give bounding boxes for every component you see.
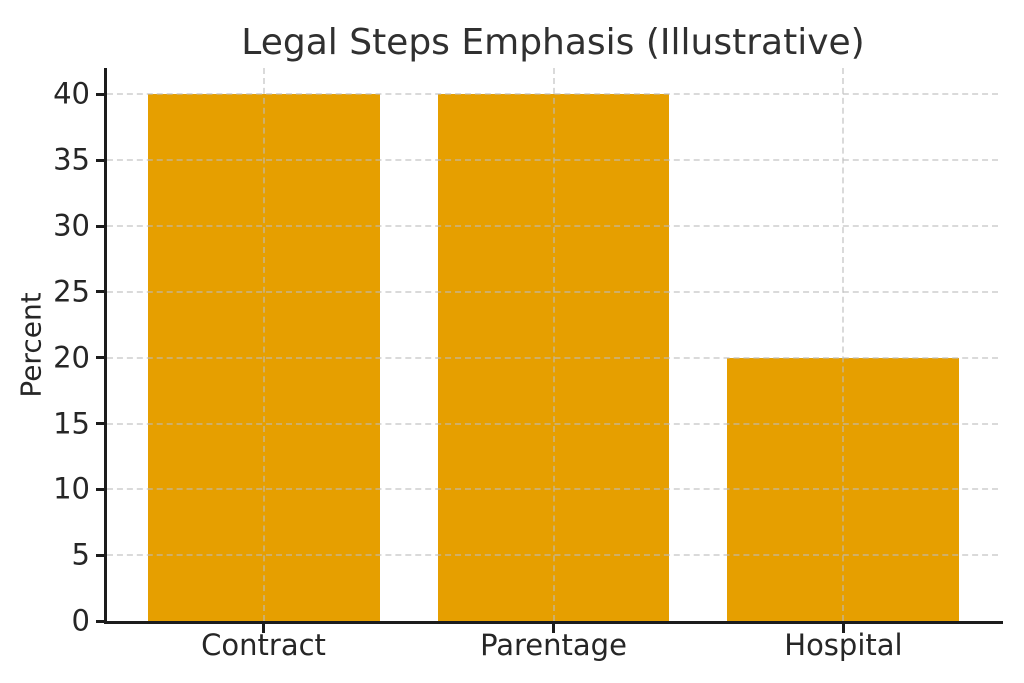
y-tick-label: 40 — [53, 76, 90, 111]
chart-title: Legal Steps Emphasis (Illustrative) — [241, 22, 865, 63]
y-tick-label: 35 — [53, 142, 90, 177]
y-tick — [96, 356, 105, 360]
y-tick-label: 5 — [71, 537, 90, 572]
x-tick — [841, 624, 845, 633]
y-tick — [96, 290, 105, 294]
y-tick-label: 10 — [53, 471, 90, 506]
y-tick — [96, 487, 105, 491]
y-tick-label: 0 — [71, 603, 90, 638]
y-tick — [96, 619, 105, 623]
y-tick-label: 15 — [53, 406, 90, 440]
y-tick — [96, 92, 105, 96]
y-tick-label: 30 — [53, 208, 90, 243]
x-gridline — [842, 68, 845, 621]
y-tick — [96, 224, 105, 228]
y-tick-label: 25 — [53, 274, 90, 309]
x-tick-label: Hospital — [784, 628, 903, 662]
y-axis-spine — [104, 68, 107, 624]
y-tick — [96, 422, 105, 425]
x-tick-label: Contract — [201, 628, 326, 662]
y-tick — [96, 158, 105, 162]
x-gridline — [552, 68, 555, 621]
x-gridline — [262, 68, 265, 621]
y-tick-label: 20 — [53, 340, 90, 375]
y-tick — [96, 553, 105, 557]
x-axis-spine — [104, 621, 1003, 624]
x-tick — [262, 624, 266, 633]
x-tick-label: Parentage — [480, 628, 627, 662]
x-tick — [552, 624, 555, 633]
